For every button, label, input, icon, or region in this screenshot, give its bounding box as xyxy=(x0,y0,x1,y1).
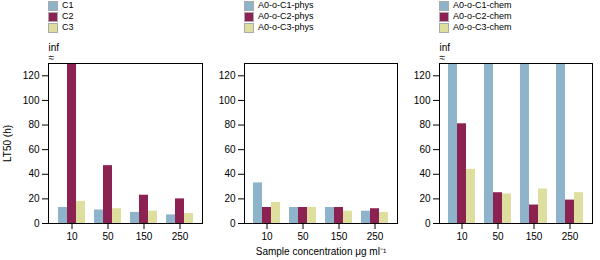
svg-text:60: 60 xyxy=(419,144,431,155)
svg-text:100: 100 xyxy=(414,95,431,106)
svg-text:120: 120 xyxy=(23,70,40,81)
svg-text:80: 80 xyxy=(419,119,431,130)
html-text:A0-o-C1-phys: A0-o-C1-phys xyxy=(258,0,314,10)
svg-text:60: 60 xyxy=(224,144,236,155)
svg-text:10: 10 xyxy=(261,231,273,242)
svg-text:40: 40 xyxy=(224,168,236,179)
html-text:A0-o-C3-chem: A0-o-C3-chem xyxy=(453,22,512,32)
svg-text:100: 100 xyxy=(23,95,40,106)
svg-text:60: 60 xyxy=(28,144,40,155)
svg-text:40: 40 xyxy=(28,168,40,179)
html-text:C2: C2 xyxy=(62,11,74,21)
svg-text:0: 0 xyxy=(34,218,40,229)
svg-text:50: 50 xyxy=(102,231,114,242)
html-text:A0-o-C2-phys: A0-o-C2-phys xyxy=(258,11,314,21)
svg-text:20: 20 xyxy=(224,193,236,204)
svg-text:Sample concentration μg ml⁻¹: Sample concentration μg ml⁻¹ xyxy=(256,246,387,257)
svg-text:150: 150 xyxy=(136,231,153,242)
svg-text:0: 0 xyxy=(425,218,431,229)
svg-text:80: 80 xyxy=(224,119,236,130)
svg-text:50: 50 xyxy=(492,231,504,242)
svg-text:inf≈: inf≈ xyxy=(440,42,451,63)
svg-text:10: 10 xyxy=(66,231,78,242)
html-text:A0-o-C3-phys: A0-o-C3-phys xyxy=(258,22,314,32)
svg-text:150: 150 xyxy=(526,231,543,242)
svg-text:10: 10 xyxy=(456,231,468,242)
svg-text:20: 20 xyxy=(419,193,431,204)
html-text:C1: C1 xyxy=(62,0,74,10)
svg-text:150: 150 xyxy=(331,231,348,242)
svg-text:50: 50 xyxy=(297,231,309,242)
svg-text:80: 80 xyxy=(28,119,40,130)
svg-text:250: 250 xyxy=(172,231,189,242)
svg-text:40: 40 xyxy=(419,168,431,179)
svg-text:250: 250 xyxy=(367,231,384,242)
svg-text:120: 120 xyxy=(414,70,431,81)
html-text:C3: C3 xyxy=(62,22,74,32)
svg-text:100: 100 xyxy=(219,95,236,106)
html-text:A0-o-C2-chem: A0-o-C2-chem xyxy=(453,11,512,21)
svg-text:inf≈: inf≈ xyxy=(49,42,60,63)
svg-text:250: 250 xyxy=(562,231,579,242)
svg-text:20: 20 xyxy=(28,193,40,204)
svg-text:0: 0 xyxy=(230,218,236,229)
svg-text:120: 120 xyxy=(219,70,236,81)
html-text:A0-o-C1-chem: A0-o-C1-chem xyxy=(453,0,512,10)
svg-text:LT50 (h): LT50 (h) xyxy=(2,125,13,162)
